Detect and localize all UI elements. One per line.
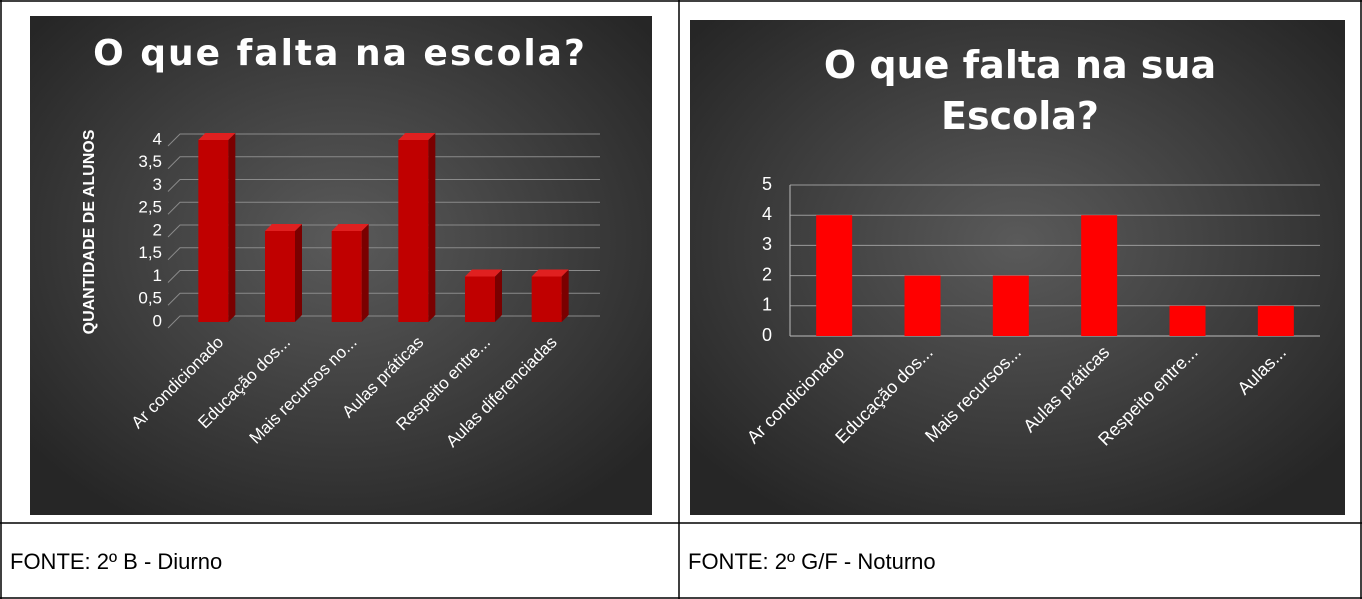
bar: [992, 275, 1029, 336]
y-tick-label: 2,5: [138, 198, 162, 217]
bar: [331, 231, 362, 322]
bar: [816, 215, 853, 336]
y-tick-label: 2: [762, 264, 772, 284]
y-tick-label: 1: [762, 295, 772, 315]
grid-line: [167, 247, 600, 261]
chart-title-box: O que falta na escola?: [93, 33, 587, 74]
bar-top: [531, 269, 569, 277]
y-tick-label: 3,5: [138, 152, 162, 171]
bar: [1257, 305, 1294, 336]
bar: [198, 140, 229, 322]
chart-title: O que falta na escola?: [93, 33, 587, 74]
grid-line: [167, 292, 600, 306]
caption: FONTE: 2º B - Diurno: [10, 549, 222, 574]
y-tick-label: 0: [153, 311, 162, 330]
bar-side: [361, 224, 369, 322]
bar-top: [331, 224, 369, 231]
grid-line: [167, 224, 600, 238]
bar: [265, 231, 295, 322]
bar-top: [465, 269, 502, 277]
y-tick-label: 3: [153, 175, 162, 194]
y-tick-label: 0,5: [138, 289, 162, 308]
bar: [1081, 215, 1118, 336]
bar: [465, 276, 495, 322]
chart-background: [690, 20, 1345, 515]
y-tick-label: 1,5: [138, 243, 162, 262]
bar-top: [398, 133, 436, 140]
grid-line: [167, 270, 600, 283]
bar-top: [198, 133, 236, 140]
grid-line: [167, 315, 600, 329]
bar: [398, 140, 429, 322]
grid-line: [167, 133, 600, 147]
y-tick-label: 5: [762, 174, 772, 194]
y-tick-label: 1: [153, 266, 162, 285]
bar-side: [228, 133, 236, 322]
y-tick-label: 4: [153, 129, 162, 148]
caption: FONTE: 2º G/F - Noturno: [688, 549, 936, 574]
bar-side: [295, 224, 302, 322]
bar-side: [428, 133, 436, 322]
y-tick-label: 4: [762, 204, 772, 224]
grid-line: [167, 201, 600, 215]
bar-top: [265, 224, 302, 231]
y-tick-label: 0: [762, 325, 772, 345]
y-axis-label: QUANTIDADE DE ALUNOS: [81, 129, 98, 334]
y-tick-label: 3: [762, 234, 772, 254]
grid-line: [167, 156, 600, 170]
bar-side: [495, 269, 502, 322]
bar: [904, 275, 941, 336]
bar: [1169, 305, 1206, 336]
grid-line: [167, 179, 600, 192]
chart-title: O que falta na sua Escola?: [823, 43, 1217, 139]
y-tick-label: 2: [153, 220, 162, 239]
bar: [531, 276, 562, 322]
bar-side: [561, 269, 569, 322]
chart-title-box: O que falta na sua Escola?: [823, 43, 1217, 139]
